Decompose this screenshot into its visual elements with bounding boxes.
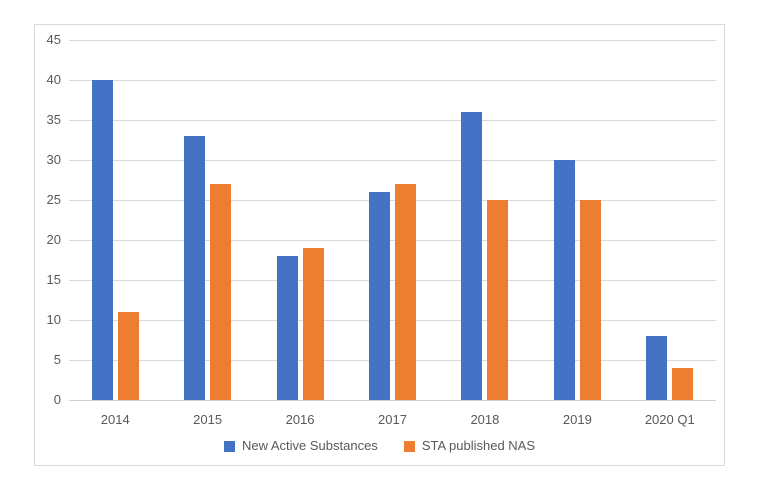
bar-sta-published-nas	[210, 184, 232, 400]
legend-marker-sta-published-nas	[403, 440, 415, 452]
chart-frame: 0 5 10 15 20 25 30 35 40 45 2014 2015 2016 2017 2018 2…	[34, 24, 725, 466]
bar-new-active-substances	[184, 136, 206, 400]
y-tick-label: 40	[46, 72, 61, 87]
bar-new-active-substances	[461, 112, 483, 400]
gridline	[69, 320, 716, 321]
x-tick-label: 2020 Q1	[644, 412, 695, 427]
bar-new-active-substances	[553, 160, 575, 400]
bar-sta-published-nas	[672, 368, 694, 400]
gridline	[69, 280, 716, 281]
chart-legend: New Active Substances STA published NAS	[35, 439, 724, 453]
y-tick-label: 25	[46, 192, 61, 207]
x-tick-label: 2019	[562, 412, 592, 427]
bar-sta-published-nas	[395, 184, 416, 400]
plot-area	[69, 40, 716, 401]
bar-sta-published-nas	[579, 200, 601, 400]
bar-sta-published-nas	[117, 312, 139, 400]
y-tick-label: 15	[46, 272, 61, 287]
y-tick-label: 5	[53, 352, 61, 367]
bar-sta-published-nas	[302, 248, 324, 400]
x-axis-line	[69, 400, 716, 401]
bar-new-active-substances	[91, 80, 113, 400]
x-tick-label: 2017	[378, 412, 407, 427]
legend-label: New Active Substances	[241, 438, 378, 453]
x-tick-label: 2014	[100, 412, 130, 427]
x-tick-label: 2015	[193, 412, 223, 427]
y-tick-label: 45	[46, 32, 61, 47]
gridline	[69, 80, 716, 81]
y-tick-label: 30	[46, 152, 61, 167]
legend-marker-new-active-substances	[223, 440, 235, 452]
bar-new-active-substances	[646, 336, 668, 400]
y-tick-label: 10	[46, 312, 61, 327]
x-tick-label: 2018	[470, 412, 500, 427]
y-tick-label: 35	[46, 112, 61, 127]
bar-sta-published-nas	[487, 200, 509, 400]
gridline	[69, 240, 716, 241]
bar-new-active-substances	[369, 192, 390, 400]
legend-label: STA published NAS	[421, 438, 536, 453]
gridline	[69, 120, 716, 121]
gridline	[69, 160, 716, 161]
legend-item: STA published NAS	[403, 438, 536, 453]
gridline	[69, 200, 716, 201]
gridline	[69, 40, 716, 41]
bar-new-active-substances	[276, 256, 298, 400]
legend-item: New Active Substances	[223, 438, 378, 453]
y-tick-label: 20	[46, 232, 61, 247]
gridline	[69, 360, 716, 361]
y-tick-label: 0	[53, 392, 61, 407]
x-tick-label: 2016	[285, 412, 315, 427]
